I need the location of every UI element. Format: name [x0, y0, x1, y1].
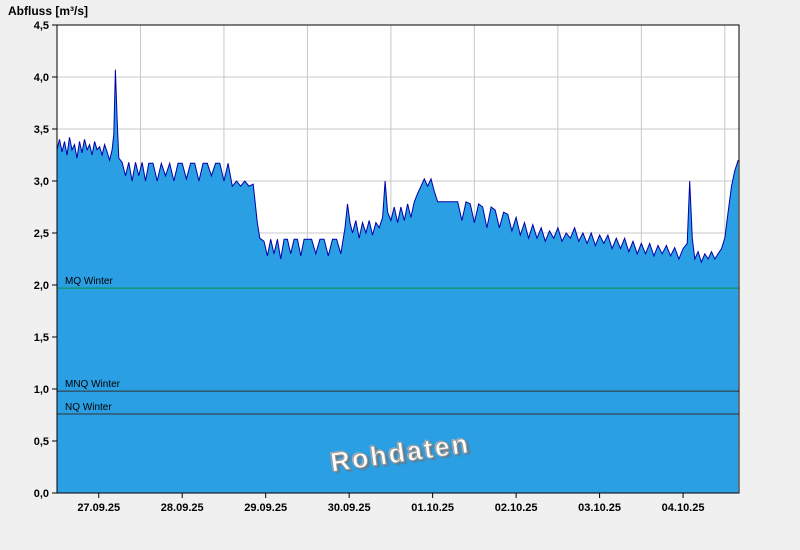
discharge-area — [57, 69, 739, 493]
discharge-line — [56, 69, 739, 264]
reference-line-label: NQ Winter — [65, 402, 112, 413]
y-tick-label: 1,0 — [34, 384, 49, 396]
x-tick-label: 04.10.25 — [662, 502, 705, 514]
plot-frame — [56, 24, 740, 494]
y-tick-label: 4,0 — [34, 72, 49, 84]
x-tick-label: 27.09.25 — [77, 502, 120, 514]
x-tick-label: 03.10.25 — [578, 502, 621, 514]
y-tick-label: 4,5 — [34, 20, 49, 32]
x-tick-label: 02.10.25 — [495, 502, 538, 514]
y-tick-label: 3,0 — [34, 176, 49, 188]
y-tick-label: 1,5 — [34, 332, 49, 344]
x-tick-label: 29.09.25 — [244, 502, 287, 514]
y-tick-label: 3,5 — [34, 124, 49, 136]
y-axis-title: Abfluss [m³/s] — [8, 4, 89, 18]
x-tick-label: 01.10.25 — [411, 502, 454, 514]
y-tick-label: 0,5 — [34, 436, 49, 448]
y-tick-label: 2,0 — [34, 280, 49, 292]
reference-line-label: MNQ Winter — [65, 379, 121, 390]
reference-line-label: MQ Winter — [65, 276, 113, 287]
x-tick-label: 30.09.25 — [328, 502, 371, 514]
y-tick-label: 2,5 — [34, 228, 49, 240]
y-tick-label: 0,0 — [34, 488, 49, 500]
x-tick-label: 28.09.25 — [161, 502, 204, 514]
